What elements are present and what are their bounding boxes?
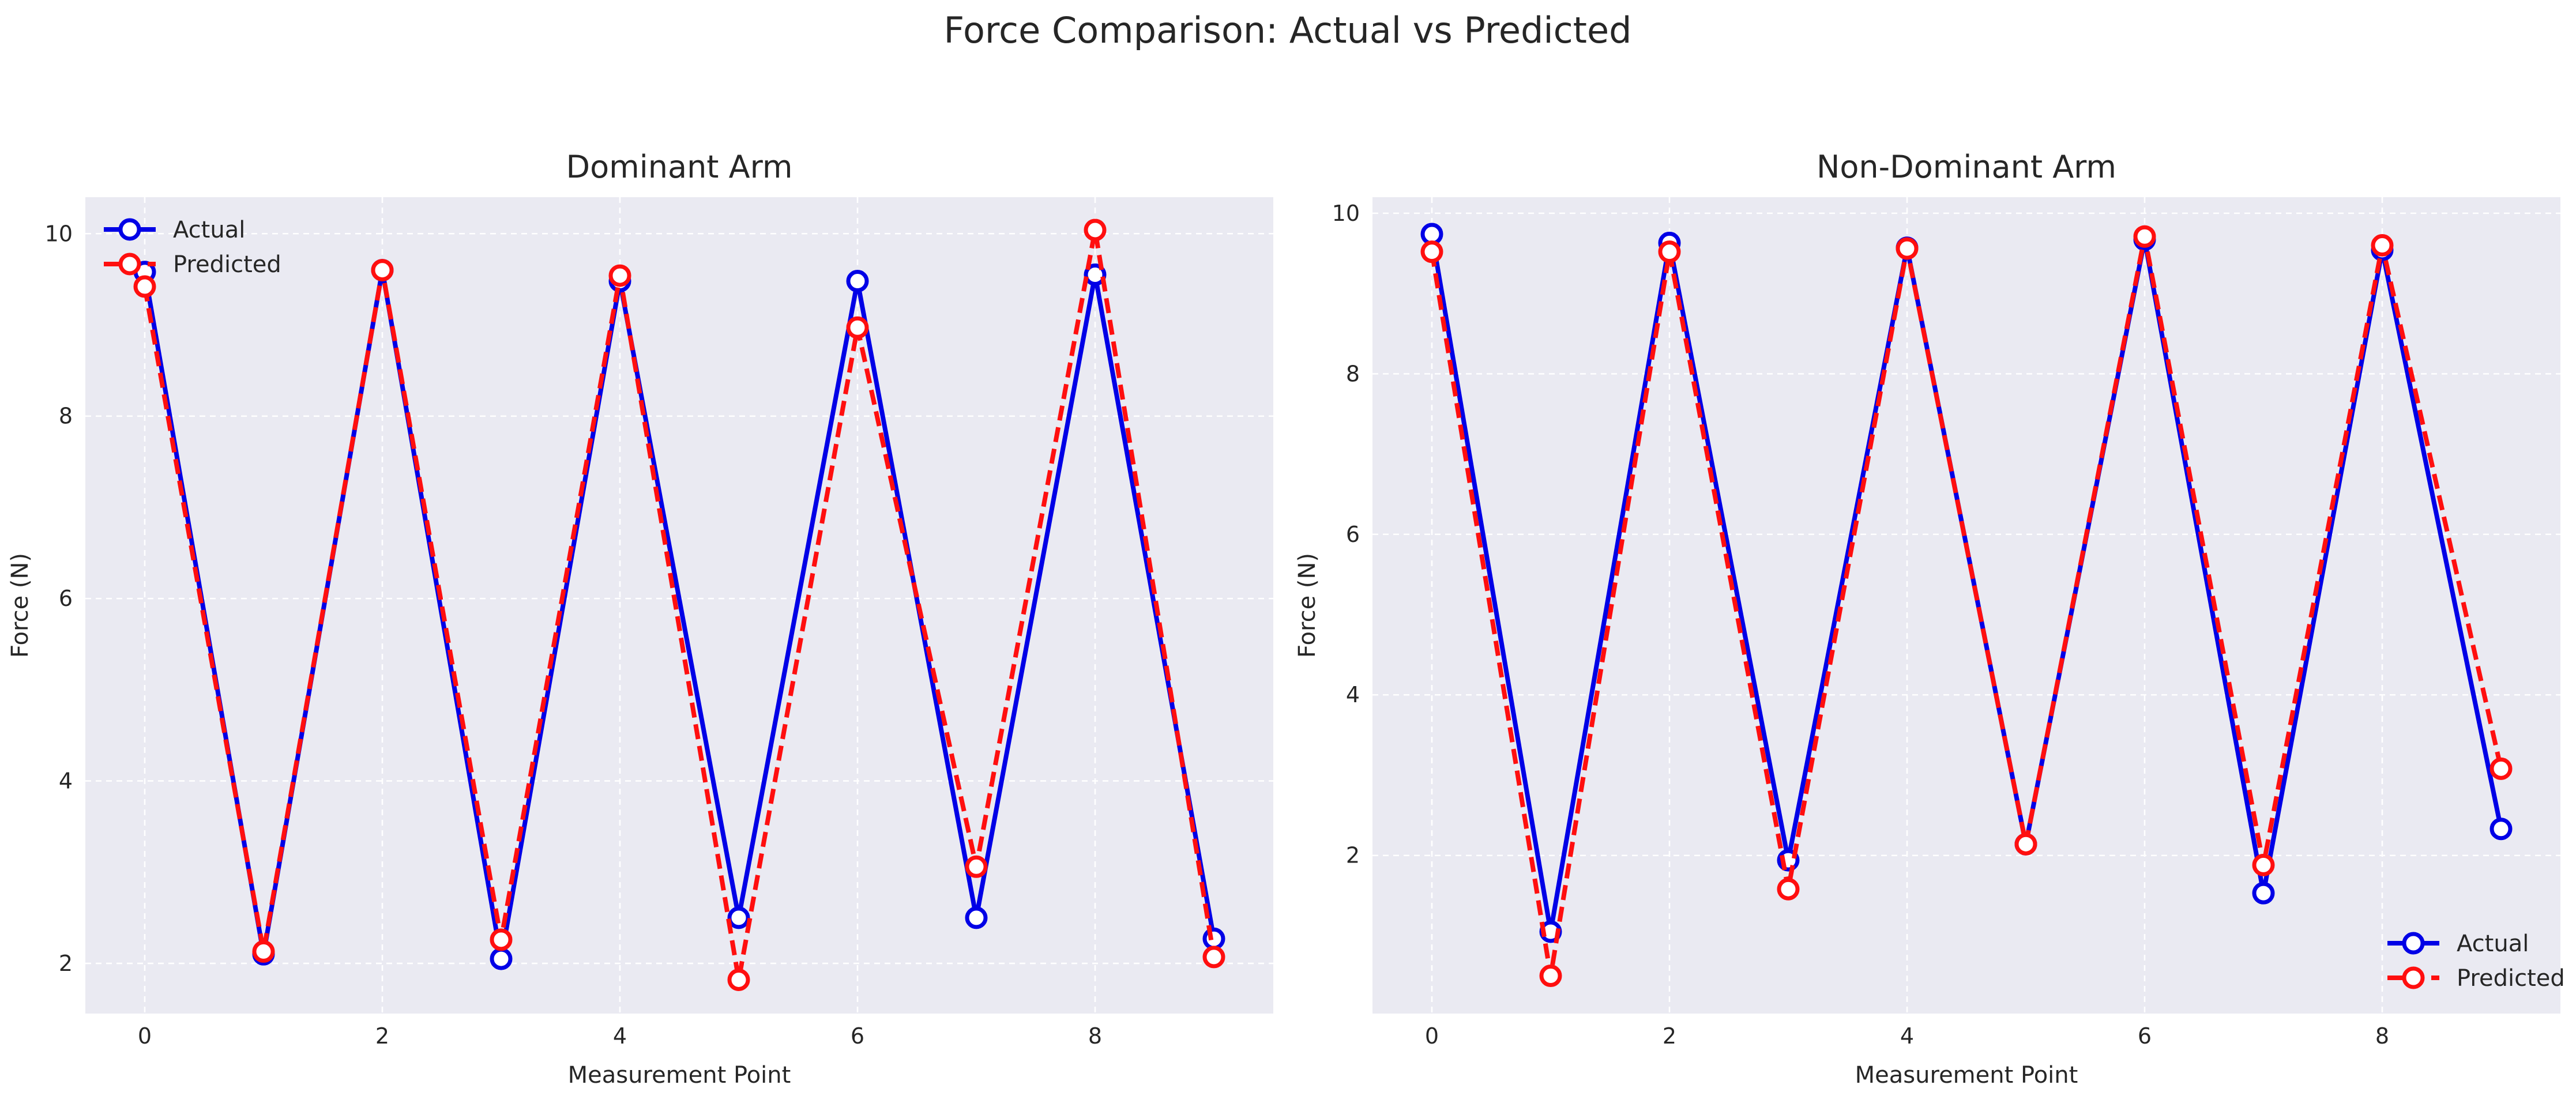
- plot-area: [1372, 197, 2560, 1014]
- legend-marker: [2402, 966, 2425, 989]
- non-dominant-arm-chart: 0 2 4 6 8 2 4 6 8 10 Non-Dominant Arm Measurement P…: [1294, 149, 2565, 1089]
- data-point: [1420, 240, 1443, 263]
- y-tick-label: 10: [45, 221, 73, 246]
- y-tick-label: 4: [1346, 682, 1360, 707]
- data-point: [608, 264, 631, 287]
- x-tick-label: 0: [138, 1023, 152, 1049]
- legend-label: Actual: [2457, 931, 2529, 957]
- figure-title: Force Comparison: Actual vs Predicted: [944, 9, 1632, 51]
- data-point: [1539, 965, 1562, 988]
- series-predicted: [1420, 225, 2513, 988]
- data-point: [252, 940, 275, 963]
- x-tick-label: 4: [1900, 1023, 1914, 1049]
- x-tick-label: 6: [851, 1023, 864, 1049]
- data-point: [965, 855, 988, 878]
- legend-label: Predicted: [173, 251, 281, 278]
- y-tick-label: 4: [59, 769, 73, 794]
- y-tick-label: 6: [59, 586, 73, 611]
- y-axis-label: Force (N): [1294, 553, 1321, 658]
- y-tick-label: 10: [1332, 201, 1360, 226]
- series-predicted: [133, 219, 1225, 991]
- chart-title: Dominant Arm: [566, 149, 793, 185]
- series-line: [142, 227, 1216, 982]
- y-axis-label: Force (N): [7, 553, 33, 658]
- data-point: [1084, 219, 1107, 242]
- data-point: [2371, 234, 2394, 257]
- x-axis-label: Measurement Point: [1855, 1062, 2078, 1089]
- chart-title: Non-Dominant Arm: [1817, 149, 2116, 185]
- data-point: [1658, 240, 1681, 263]
- x-tick-label: 8: [2375, 1023, 2389, 1049]
- y-tick-label: 6: [1346, 522, 1360, 547]
- x-tick-label: 0: [1425, 1023, 1439, 1049]
- data-point: [846, 270, 869, 293]
- x-tick-label: 2: [375, 1023, 389, 1049]
- legend: Actual Predicted: [104, 217, 281, 278]
- data-point: [1777, 877, 1800, 901]
- y-tick-label: 2: [59, 951, 73, 976]
- data-point: [2252, 853, 2275, 876]
- data-point: [490, 928, 513, 951]
- data-point: [846, 316, 869, 339]
- data-point: [1202, 946, 1225, 969]
- legend-marker: [118, 218, 141, 241]
- data-point: [727, 906, 750, 929]
- data-point: [371, 259, 394, 282]
- data-point: [2489, 757, 2513, 780]
- x-tick-label: 4: [613, 1023, 627, 1049]
- x-tick-label: 8: [1088, 1023, 1102, 1049]
- y-tick-label: 8: [1346, 361, 1360, 386]
- legend: Actual Predicted: [2387, 931, 2565, 992]
- x-tick-label: 6: [2138, 1023, 2152, 1049]
- dominant-arm-chart: 0 2 4 6 8 2 4 6 8 10 Dominant Arm Measurement Point…: [7, 149, 1273, 1089]
- x-tick-label: 2: [1663, 1023, 1676, 1049]
- data-point: [1202, 927, 1225, 950]
- data-point: [490, 947, 513, 970]
- data-point: [727, 968, 750, 991]
- data-point: [133, 275, 156, 298]
- legend-label: Actual: [173, 217, 245, 243]
- legend-marker: [118, 253, 141, 276]
- data-point: [1896, 237, 1919, 260]
- series-line: [1430, 234, 2503, 978]
- legend-label: Predicted: [2457, 965, 2565, 992]
- y-tick-label: 8: [59, 404, 73, 429]
- y-tick-label: 2: [1346, 843, 1360, 868]
- data-point: [2489, 818, 2513, 841]
- data-point: [2252, 882, 2275, 905]
- data-point: [2014, 833, 2037, 856]
- legend-marker: [2402, 932, 2425, 955]
- data-point: [2133, 225, 2156, 248]
- data-point: [965, 906, 988, 929]
- x-axis-label: Measurement Point: [568, 1062, 791, 1089]
